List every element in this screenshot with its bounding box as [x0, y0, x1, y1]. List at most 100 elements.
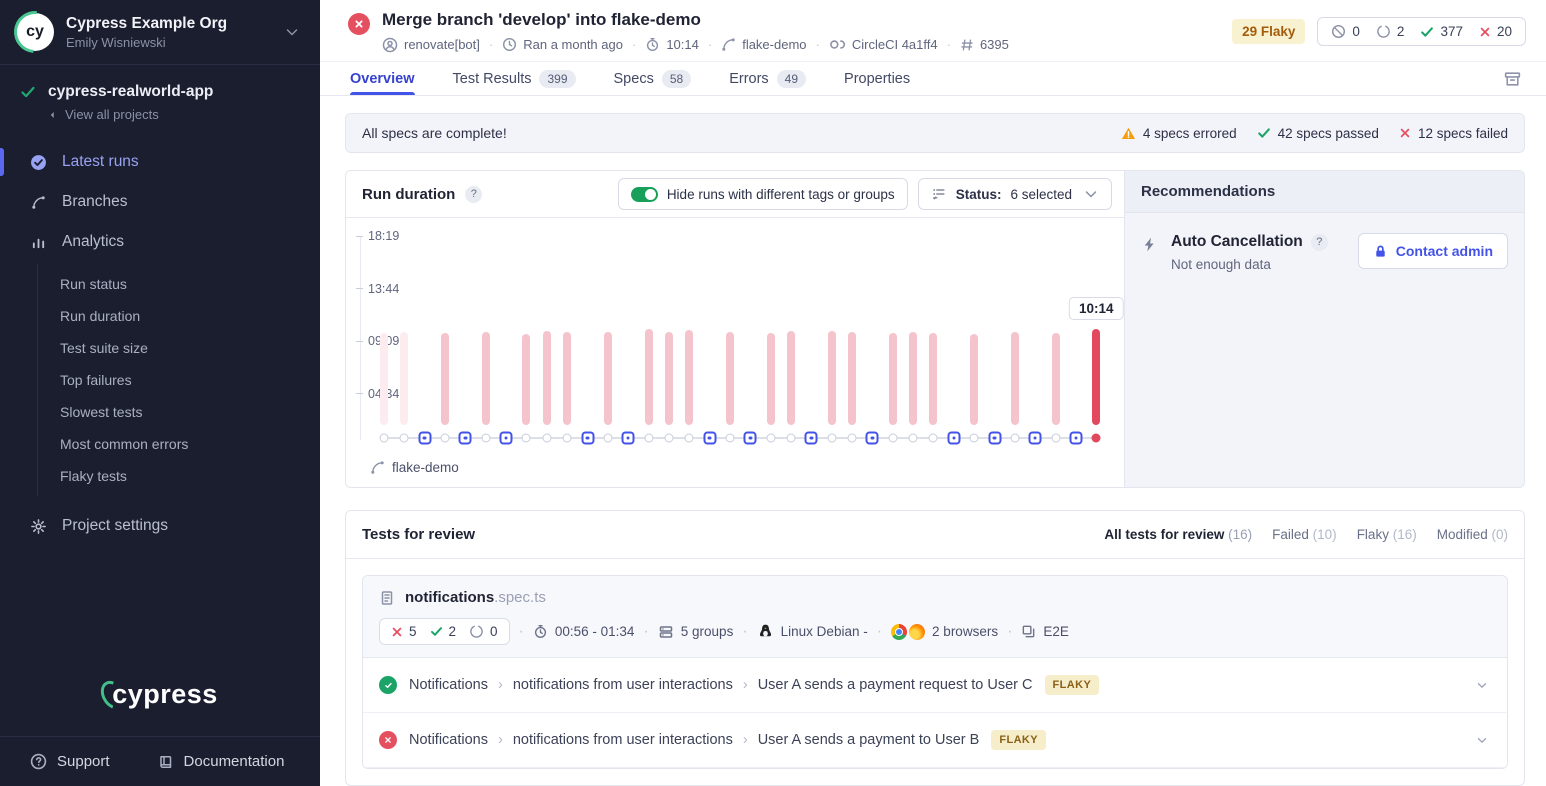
run-marker-circle[interactable]: [1010, 433, 1020, 443]
run-marker-circle[interactable]: [440, 433, 450, 443]
spec-count-pending: 0: [469, 624, 498, 639]
run-duration-bar[interactable]: [400, 331, 409, 425]
run-duration-bar[interactable]: [725, 332, 734, 425]
footer-link-support[interactable]: Support: [30, 753, 110, 770]
tab-errors[interactable]: Errors 49: [729, 62, 807, 95]
run-duration-bar[interactable]: [603, 332, 612, 425]
review-filter-flaky[interactable]: Flaky (16): [1357, 527, 1417, 542]
run-marker-circle[interactable]: [1051, 433, 1061, 443]
run-duration-bar[interactable]: [888, 333, 897, 425]
sidebar-item-branches[interactable]: Branches: [0, 182, 320, 222]
help-icon[interactable]: ?: [465, 185, 483, 203]
run-marker-square[interactable]: [499, 431, 513, 445]
run-marker-square[interactable]: [418, 431, 432, 445]
run-marker-circle[interactable]: [684, 433, 694, 443]
run-marker-circle[interactable]: [847, 433, 857, 443]
run-marker-square[interactable]: [1069, 431, 1083, 445]
tab-overview[interactable]: Overview: [350, 62, 415, 95]
spec-name-row[interactable]: notifications.spec.ts: [379, 589, 1491, 607]
run-marker-square[interactable]: [1028, 431, 1042, 445]
run-marker-square[interactable]: [743, 431, 757, 445]
run-marker-square[interactable]: [621, 431, 635, 445]
run-marker-circle[interactable]: [888, 433, 898, 443]
run-marker-square[interactable]: [703, 431, 717, 445]
run-marker-circle[interactable]: [969, 433, 979, 443]
run-marker-circle[interactable]: [399, 433, 409, 443]
expand-row-chevron-icon[interactable]: [1473, 676, 1491, 694]
sidebar-item-analytics[interactable]: Analytics: [0, 222, 320, 262]
run-duration-bar[interactable]: [664, 331, 673, 425]
run-marker-square[interactable]: [988, 431, 1001, 445]
sidebar-subitem-test-suite-size[interactable]: Test suite size: [60, 340, 148, 356]
run-duration-bar[interactable]: [970, 333, 979, 425]
run-marker-circle[interactable]: [644, 433, 654, 443]
expand-row-chevron-icon[interactable]: [1473, 731, 1491, 749]
sidebar-subitem-run-status[interactable]: Run status: [60, 276, 127, 292]
run-marker-circle[interactable]: [562, 433, 572, 443]
help-icon[interactable]: ?: [1310, 233, 1328, 251]
run-duration-bar[interactable]: [929, 332, 938, 425]
sidebar-subitem-most-common-errors[interactable]: Most common errors: [60, 436, 189, 452]
footer-link-documentation[interactable]: Documentation: [158, 753, 285, 770]
linux-icon: [757, 623, 774, 640]
run-marker-circle[interactable]: [827, 433, 837, 443]
run-marker-circle[interactable]: [786, 433, 796, 443]
tab-test-results[interactable]: Test Results 399: [453, 62, 576, 95]
run-marker-circle[interactable]: [603, 433, 613, 443]
run-marker-circle[interactable]: [521, 433, 531, 443]
circle-check-icon: [29, 154, 47, 171]
run-duration-bar[interactable]: [827, 331, 836, 425]
run-duration-bar[interactable]: [766, 333, 775, 425]
run-duration-bar[interactable]: [909, 332, 918, 425]
hide-runs-toggle[interactable]: Hide runs with different tags or groups: [617, 178, 908, 210]
run-marker-circle[interactable]: [542, 433, 552, 443]
run-marker-circle[interactable]: [664, 433, 674, 443]
run-duration-bar[interactable]: [481, 331, 490, 425]
spec-meta-e2e: E2E: [1021, 624, 1069, 639]
run-duration-bar[interactable]: [380, 333, 388, 425]
run-marker-square[interactable]: [804, 431, 818, 445]
run-duration-bar[interactable]: [1010, 332, 1019, 425]
view-all-projects-link[interactable]: View all projects: [47, 107, 300, 122]
status-filter-dropdown[interactable]: Status: 6 selected: [917, 178, 1112, 210]
test-row[interactable]: Notifications › notifications from user in…: [363, 658, 1507, 713]
run-marker-square[interactable]: [865, 431, 879, 445]
sidebar-subitem-run-duration[interactable]: Run duration: [60, 308, 141, 324]
run-duration-bar[interactable]: [542, 330, 551, 425]
run-marker-circle[interactable]: [928, 433, 938, 443]
run-duration-bar[interactable]: [848, 331, 857, 425]
tab-properties[interactable]: Properties: [844, 62, 910, 95]
run-marker-square[interactable]: [947, 431, 961, 445]
sidebar-subitem-top-failures[interactable]: Top failures: [60, 372, 132, 388]
run-duration-bar[interactable]: [1051, 333, 1060, 425]
contact-admin-button[interactable]: Contact admin: [1357, 233, 1508, 269]
sidebar-project-name[interactable]: cypress-realworld-app: [20, 83, 300, 101]
review-filter-modified[interactable]: Modified (0): [1437, 527, 1508, 542]
org-switcher[interactable]: cy Cypress Example Org Emily Wisniewski: [0, 0, 320, 65]
sidebar-item-latest-runs[interactable]: Latest runs: [0, 142, 320, 182]
run-marker-circle[interactable]: [379, 433, 389, 443]
run-duration-bar[interactable]: [787, 331, 795, 425]
run-duration-bar[interactable]: [644, 329, 653, 425]
footer-link-label: Documentation: [183, 753, 285, 770]
sidebar-subitem-flaky-tests[interactable]: Flaky tests: [60, 468, 127, 484]
run-marker-circle[interactable]: [725, 433, 735, 443]
sidebar-subitem-slowest-tests[interactable]: Slowest tests: [60, 404, 143, 420]
run-duration-bar[interactable]: [522, 333, 531, 425]
sidebar-item-project-settings[interactable]: Project settings: [0, 506, 320, 546]
run-marker-square[interactable]: [581, 431, 594, 445]
review-filter-failed[interactable]: Failed (10): [1272, 527, 1337, 542]
review-filter-all-tests-for-review[interactable]: All tests for review (16): [1104, 527, 1252, 542]
current-run-bar[interactable]: [1092, 329, 1101, 425]
archive-run-button[interactable]: [1499, 65, 1526, 92]
run-marker-circle[interactable]: [908, 433, 918, 443]
run-marker-square[interactable]: [458, 431, 472, 445]
run-marker-circle[interactable]: [766, 433, 776, 443]
current-run-marker[interactable]: [1091, 433, 1101, 443]
tab-specs[interactable]: Specs 58: [614, 62, 692, 95]
test-row[interactable]: Notifications › notifications from user in…: [363, 713, 1507, 768]
run-duration-bar[interactable]: [685, 330, 694, 425]
run-duration-bar[interactable]: [441, 332, 450, 425]
run-duration-bar[interactable]: [563, 332, 572, 425]
run-marker-circle[interactable]: [481, 433, 491, 443]
